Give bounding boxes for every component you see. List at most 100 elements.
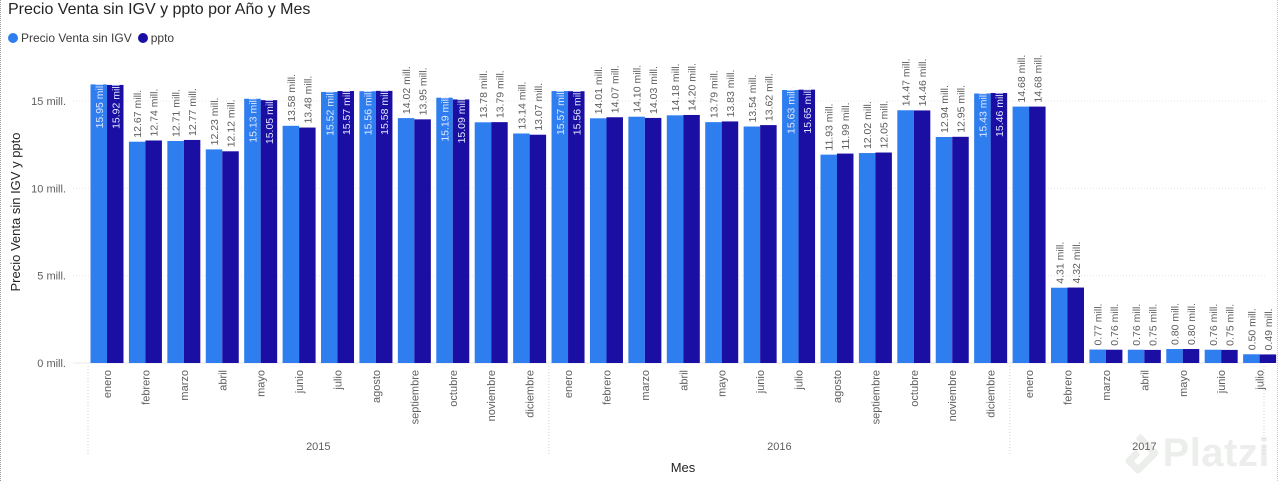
bar-precio-venta[interactable] <box>589 118 607 364</box>
data-label: 11.99 mill. <box>840 102 852 149</box>
x-tick-label: junio <box>755 370 767 394</box>
bar-precio-venta[interactable] <box>897 110 914 364</box>
bar-ppto[interactable] <box>1029 106 1046 364</box>
legend[interactable]: Precio Venta sin IGV ppto <box>8 31 180 45</box>
x-tick-label: diciembre <box>525 370 537 418</box>
bar-precio-venta[interactable] <box>167 140 184 363</box>
legend-item-precio[interactable]: Precio Venta sin IGV <box>8 31 132 45</box>
bar-ppto[interactable] <box>836 153 854 363</box>
x-tick-label: septiembre <box>870 370 882 424</box>
bar-ppto[interactable] <box>337 91 355 363</box>
data-label: 13.48 mill. <box>302 76 314 124</box>
x-tick-label: abril <box>217 370 229 391</box>
data-label: 14.01 mill. <box>593 66 605 114</box>
data-label: 0.80 mill. <box>1186 303 1198 345</box>
bar-precio-venta[interactable] <box>128 141 146 363</box>
bar-ppto[interactable] <box>568 91 585 364</box>
bar-ppto[interactable] <box>260 100 278 364</box>
bar-ppto[interactable] <box>414 119 431 363</box>
bar-precio-venta[interactable] <box>628 116 645 363</box>
x-tick-label: agosto <box>832 370 844 403</box>
year-label: 2016 <box>767 441 791 453</box>
bar-ppto[interactable] <box>183 139 201 363</box>
bar-ppto[interactable] <box>606 117 623 363</box>
bar-ppto[interactable] <box>299 127 316 363</box>
bar-precio-venta[interactable] <box>205 149 223 363</box>
y-tick-label: 0 mill. <box>37 358 66 370</box>
bar-precio-venta[interactable] <box>1243 354 1260 363</box>
data-label: 12.77 mill. <box>187 88 199 136</box>
bar-ppto[interactable] <box>1259 354 1277 363</box>
bar-precio-venta[interactable] <box>321 91 338 364</box>
bar-ppto[interactable] <box>875 152 892 363</box>
legend-label-precio: Precio Venta sin IGV <box>21 31 132 45</box>
bar-precio-venta[interactable] <box>935 136 953 363</box>
bar-ppto[interactable] <box>1182 349 1200 363</box>
bar-precio-venta[interactable] <box>359 91 376 364</box>
platzi-logo-icon <box>1125 433 1159 473</box>
x-tick-label: julio <box>794 370 806 391</box>
bar-precio-venta[interactable] <box>705 122 722 363</box>
data-label: 15.13 mill. <box>247 95 259 143</box>
bar-ppto[interactable] <box>952 136 969 363</box>
bar-precio-venta[interactable] <box>1127 349 1145 363</box>
data-label: 14.18 mill. <box>670 63 682 111</box>
bar-ppto[interactable] <box>721 121 739 363</box>
bar-ppto[interactable] <box>913 110 931 363</box>
x-tick-label: diciembre <box>986 370 998 418</box>
bar-ppto[interactable] <box>1105 349 1123 363</box>
legend-label-ppto: ppto <box>150 31 175 45</box>
data-label: 4.31 mill. <box>1054 242 1066 284</box>
bar-ppto[interactable] <box>452 99 470 363</box>
bar-ppto[interactable] <box>683 114 700 364</box>
x-tick-label: noviembre <box>947 370 959 421</box>
data-label: 15.43 mill. <box>977 90 989 138</box>
x-tick-label: marzo <box>179 370 191 401</box>
bar-precio-venta[interactable] <box>743 126 761 363</box>
bar-precio-venta[interactable] <box>244 98 261 363</box>
bar-precio-venta[interactable] <box>974 93 991 364</box>
bar-precio-venta[interactable] <box>666 115 684 364</box>
data-label: 15.52 mill. <box>324 88 336 136</box>
data-label: 0.76 mill. <box>1208 304 1220 346</box>
bar-precio-venta[interactable] <box>551 91 569 363</box>
bar-precio-venta[interactable] <box>1204 349 1222 363</box>
bar-ppto[interactable] <box>491 122 508 363</box>
bar-ppto[interactable] <box>1067 287 1085 363</box>
bar-ppto[interactable] <box>222 151 239 363</box>
bar-ppto[interactable] <box>145 140 162 363</box>
bar-precio-venta[interactable] <box>858 153 876 363</box>
bar-precio-venta[interactable] <box>820 154 837 363</box>
bar-ppto[interactable] <box>644 117 662 364</box>
bar-precio-venta[interactable] <box>282 125 300 363</box>
x-tick-label: enero <box>1024 370 1036 398</box>
y-axis-title: Precio Venta sin IGV y ppto <box>8 133 23 292</box>
bar-ppto[interactable] <box>1221 349 1238 363</box>
data-label: 13.83 mill. <box>725 70 737 118</box>
bar-ppto[interactable] <box>798 89 816 363</box>
legend-item-ppto[interactable]: ppto <box>137 31 175 45</box>
bar-precio-venta[interactable] <box>1051 287 1068 363</box>
bar-ppto[interactable] <box>1144 349 1161 363</box>
data-label: 15.19 mill. <box>440 94 452 142</box>
bar-ppto[interactable] <box>107 84 124 363</box>
bar-ppto[interactable] <box>760 125 777 363</box>
bar-precio-venta[interactable] <box>474 122 492 364</box>
bar-precio-venta[interactable] <box>90 84 108 363</box>
bar-ppto[interactable] <box>375 90 393 364</box>
bar-precio-venta[interactable] <box>1089 349 1106 363</box>
bar-ppto[interactable] <box>990 92 1008 363</box>
data-label: 14.68 mill. <box>1032 55 1044 103</box>
bar-precio-venta[interactable] <box>782 89 799 363</box>
data-label: 12.71 mill. <box>171 89 183 137</box>
data-label: 12.95 mill. <box>955 85 967 133</box>
bar-precio-venta[interactable] <box>436 97 453 363</box>
bar-precio-venta[interactable] <box>397 118 415 363</box>
data-label: 14.10 mill. <box>632 65 644 113</box>
x-tick-label: mayo <box>717 370 729 397</box>
bar-precio-venta[interactable] <box>513 133 530 363</box>
bar-precio-venta[interactable] <box>1012 106 1030 364</box>
bar-precio-venta[interactable] <box>1166 349 1183 363</box>
x-axis-title: Mes <box>671 460 696 475</box>
bar-ppto[interactable] <box>529 134 547 363</box>
